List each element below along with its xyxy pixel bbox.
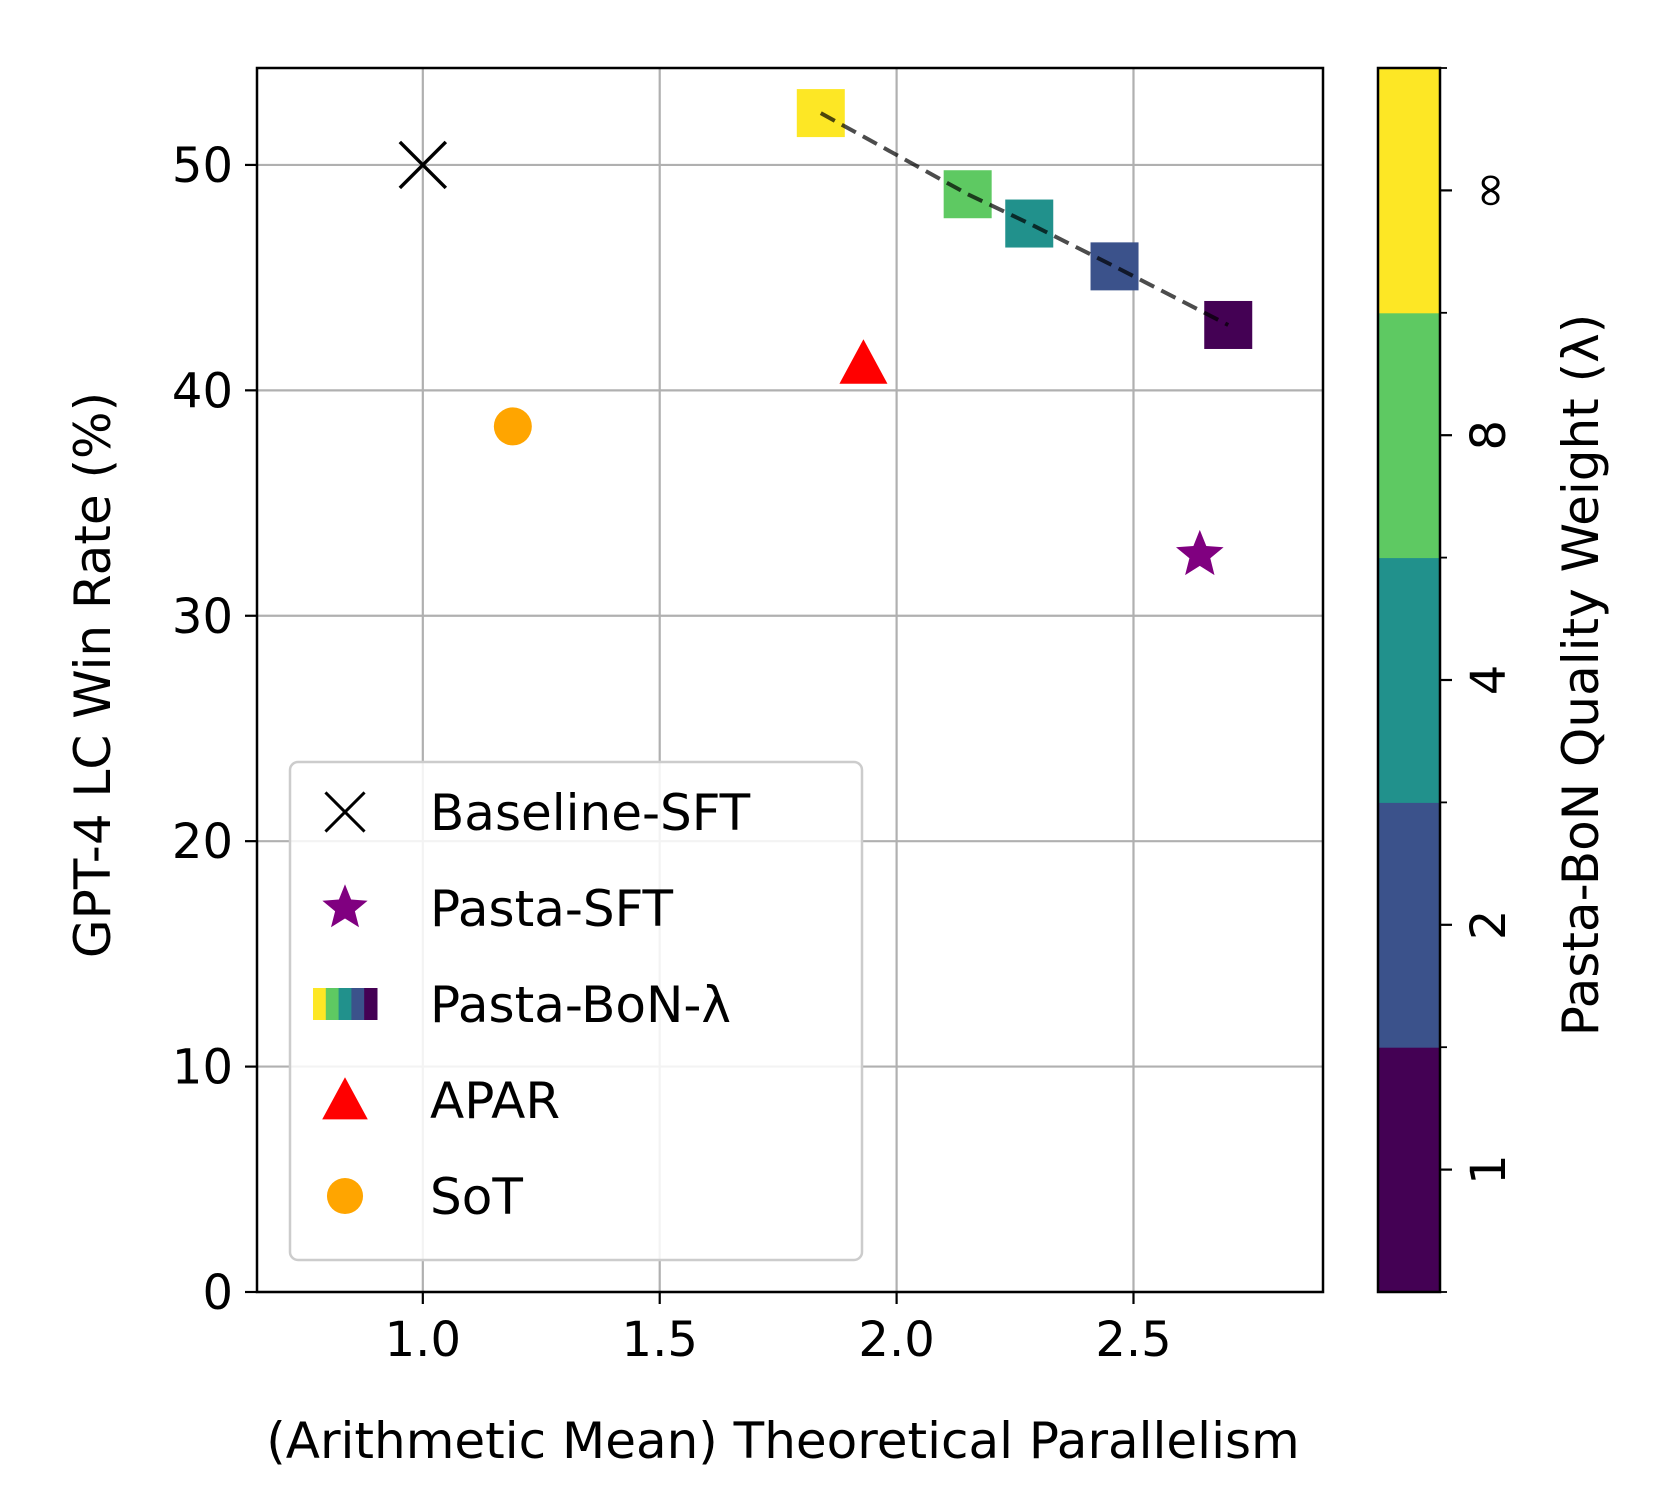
data-point-square xyxy=(1005,199,1054,248)
legend-label: Baseline-SFT xyxy=(430,784,751,842)
data-point-square xyxy=(1090,242,1139,291)
legend-item: Baseline-SFT xyxy=(324,784,751,842)
legend-swatch-segment xyxy=(313,988,327,1020)
series-pasta-bon xyxy=(796,89,1253,349)
x-tick-label: 2.0 xyxy=(858,1312,934,1368)
data-point-x xyxy=(398,140,448,190)
series-apar xyxy=(839,339,888,384)
x-tick-label: 1.5 xyxy=(622,1312,698,1368)
legend-item: Pasta-SFT xyxy=(322,880,674,938)
series-baseline-sft xyxy=(398,140,448,190)
legend-label: APAR xyxy=(430,1072,560,1130)
colorbar-segment xyxy=(1378,1047,1440,1293)
data-point-triangle xyxy=(839,339,888,384)
legend-swatch-segment xyxy=(351,988,365,1020)
colorbar-tick-label: ∞ xyxy=(1461,170,1517,210)
series-sot xyxy=(493,407,532,446)
axis-ticks: 1.0 1.5 2.0 2.5 0 10 20 30 40 50 xyxy=(172,138,1172,1368)
y-tick-label: 10 xyxy=(172,1040,233,1096)
legend: Baseline-SFT Pasta-SFT Pasta-BoN-λ APAR SoT xyxy=(288,760,864,1262)
legend-item: APAR xyxy=(322,1072,560,1130)
data-point-square xyxy=(1204,300,1253,349)
data-point-star xyxy=(1176,529,1224,576)
y-tick-label: 20 xyxy=(172,814,233,870)
colorbar-label: Pasta-BoN Quality Weight (λ) xyxy=(1552,314,1610,1037)
colorbar-segment xyxy=(1378,557,1440,803)
legend-label: SoT xyxy=(430,1168,523,1226)
legend-marker xyxy=(322,884,368,928)
colorbar-segment xyxy=(1378,802,1440,1048)
colorbar-tick-label: 2 xyxy=(1461,910,1517,941)
legend-marker xyxy=(324,791,366,833)
legend-frame xyxy=(288,760,864,1262)
y-tick-label: 30 xyxy=(172,589,233,645)
colorbar-tick-label: 8 xyxy=(1461,420,1517,451)
colorbar-segment xyxy=(1378,312,1440,559)
y-axis-label: GPT-4 LC Win Rate (%) xyxy=(64,392,122,958)
y-tick-label: 40 xyxy=(172,363,233,419)
data-point-square xyxy=(943,170,992,219)
data-point-square xyxy=(796,89,845,138)
legend-marker xyxy=(326,1177,364,1215)
x-tick-label: 2.5 xyxy=(1095,1312,1171,1368)
series-layer xyxy=(398,89,1253,576)
colorbar: 1 2 4 8 ∞ Pasta-BoN Quality Weight (λ) xyxy=(1376,66,1610,1294)
plot-frame xyxy=(255,66,1325,1294)
colorbar-tick-label: 1 xyxy=(1461,1154,1517,1185)
colorbar-tick-label: 4 xyxy=(1461,665,1517,696)
colorbar-segment xyxy=(1378,68,1440,314)
legend-swatch-segment xyxy=(325,988,340,1020)
legend-marker xyxy=(322,1077,368,1120)
legend-item: SoT xyxy=(326,1168,523,1226)
y-tick-label: 50 xyxy=(172,138,233,194)
y-tick-label: 0 xyxy=(202,1265,233,1321)
legend-swatch-segment xyxy=(364,988,378,1020)
x-axis-label: (Arithmetic Mean) Theoretical Parallelis… xyxy=(266,1412,1299,1470)
legend-label: Pasta-BoN-λ xyxy=(430,976,731,1034)
data-point-circle xyxy=(493,407,532,446)
x-tick-label: 1.0 xyxy=(385,1312,461,1368)
legend-swatch-segment xyxy=(338,988,352,1020)
legend-item: Pasta-BoN-λ xyxy=(313,976,731,1034)
legend-label: Pasta-SFT xyxy=(430,880,674,938)
series-pasta-sft xyxy=(1176,529,1224,576)
trend-line xyxy=(819,111,1230,327)
